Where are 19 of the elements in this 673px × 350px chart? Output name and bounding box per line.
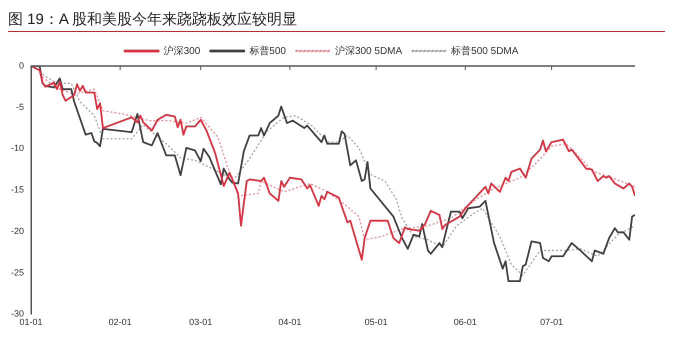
x-tick-label: 02-01 [108, 317, 132, 328]
x-tick-label: 03-01 [189, 317, 212, 328]
y-tick-label: -15 [10, 184, 24, 195]
x-tick-label: 01-01 [19, 317, 43, 328]
legend-label: 标普500 5DMA [450, 44, 519, 57]
legend-label: 沪深300 [164, 44, 201, 57]
x-tick-label: 07-01 [540, 317, 564, 328]
x-tick-label: 06-01 [454, 317, 477, 328]
y-tick-label: -5 [16, 102, 24, 112]
y-tick-label: -10 [10, 143, 24, 154]
y-tick-label: -20 [10, 226, 24, 236]
legend-label: 标普500 [248, 44, 286, 57]
x-tick-label: 05-01 [364, 317, 388, 328]
x-tick-label: 04-01 [278, 317, 302, 328]
chart-title: 图 19：A 股和美股今年来跷跷板效应较明显 [8, 10, 298, 30]
y-tick-label: 0 [18, 60, 24, 70]
legend-label: 沪深300 5DMA [334, 44, 403, 57]
y-tick-label: -30 [10, 308, 24, 319]
y-tick-label: -25 [10, 267, 24, 278]
